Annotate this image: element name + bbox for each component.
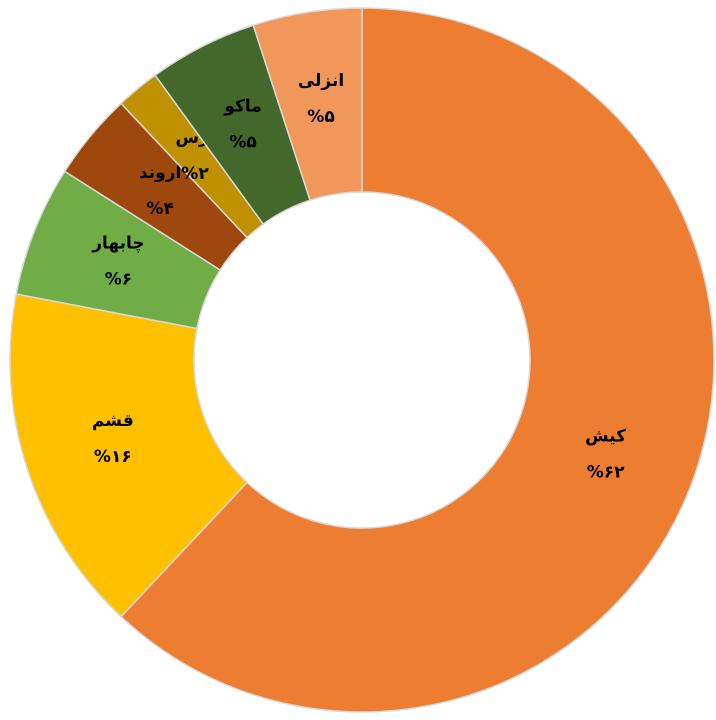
- slice-label: انزلی: [298, 71, 344, 91]
- slice-label: چابهار: [91, 234, 144, 254]
- donut-slice: [119, 7, 715, 713]
- value-label: %۱۶: [94, 447, 132, 467]
- value-label: %۵: [229, 133, 256, 153]
- slice-label: قشم: [92, 411, 134, 431]
- donut-slice: [9, 293, 249, 618]
- slice-label: کیش: [585, 426, 626, 446]
- donut-slice: [252, 7, 363, 202]
- value-label: %۵: [307, 107, 334, 127]
- value-label: %۴: [146, 199, 173, 219]
- slice-label: اروند: [139, 163, 181, 183]
- value-label: %۶: [105, 270, 132, 290]
- slice-label: ماکو: [223, 97, 261, 117]
- value-label: %۲: [181, 164, 209, 184]
- value-label: %۶۲: [587, 462, 625, 482]
